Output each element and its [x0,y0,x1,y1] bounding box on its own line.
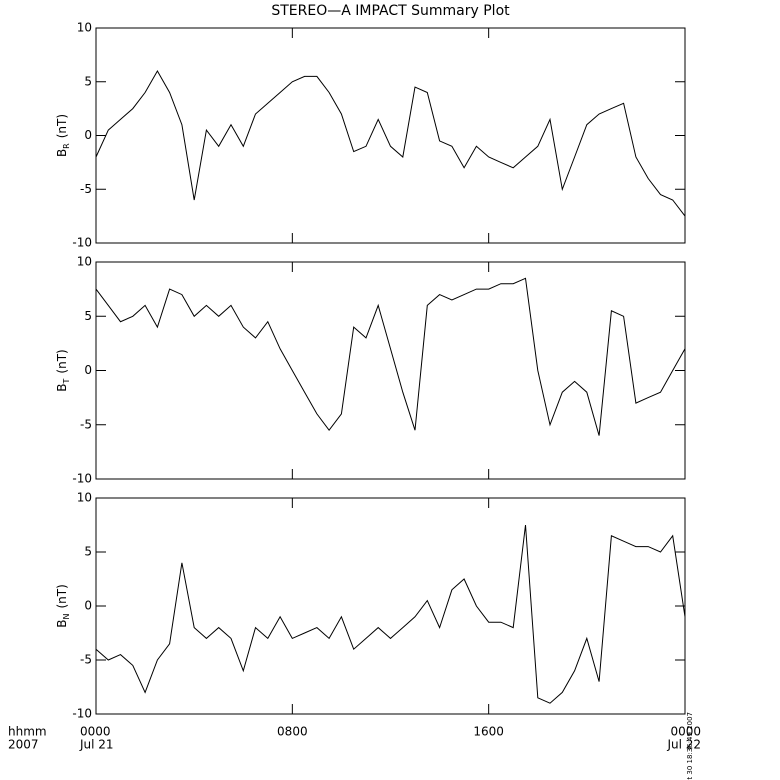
y-label-subscript: R [62,143,71,149]
y-tick-label: -5 [80,653,92,667]
timestamp: Tue Oct 30 18:36:49 2007 [686,712,694,780]
y-tick-label: 0 [84,128,92,142]
data-line [95,277,686,436]
data-line [95,69,686,217]
x-tick-label: 0000 [80,725,111,739]
y-label-unit: (nT) [55,114,69,138]
plot-frame [95,27,686,244]
chart-title: STEREO—A IMPACT Summary Plot [271,3,510,19]
y-tick-label: 0 [84,363,92,377]
y-label-unit: (nT) [55,584,69,608]
x-tick-label: 0000 [670,725,701,739]
year-label: 2007 [8,738,39,752]
y-label-subscript: N [62,614,71,620]
y-tick-label: -10 [72,707,92,721]
x-date-label: Jul 21 [79,738,114,752]
x-tick-label: 1600 [473,725,504,739]
y-tick-label: -5 [80,417,92,431]
y-tick-label: 10 [77,491,92,505]
data-line [95,524,686,704]
y-label-symbol: B [55,149,69,157]
y-axis-label: BT (nT) [55,349,71,391]
x-tick-label: 0800 [277,725,308,739]
y-axis-label: BN (nT) [55,584,71,628]
y-label-symbol: B [55,383,69,391]
y-tick-label: 0 [84,599,92,613]
plot-frame [95,261,686,480]
y-label-subscript: T [62,378,71,384]
time-format-label: hhmm [8,725,47,739]
y-tick-label: 10 [77,21,92,35]
x-date-label: Jul 22 [666,738,701,752]
y-tick-label: 10 [77,255,92,269]
y-tick-label: 5 [84,545,92,559]
y-tick-label: -5 [80,182,92,196]
y-tick-label: 5 [84,309,92,323]
y-label-symbol: B [55,620,69,628]
plot-frame [95,497,686,715]
y-tick-label: 5 [84,74,92,88]
y-tick-label: -10 [72,472,92,486]
y-axis-label: BR (nT) [55,114,71,157]
y-tick-label: -10 [72,236,92,250]
y-label-unit: (nT) [55,349,69,373]
